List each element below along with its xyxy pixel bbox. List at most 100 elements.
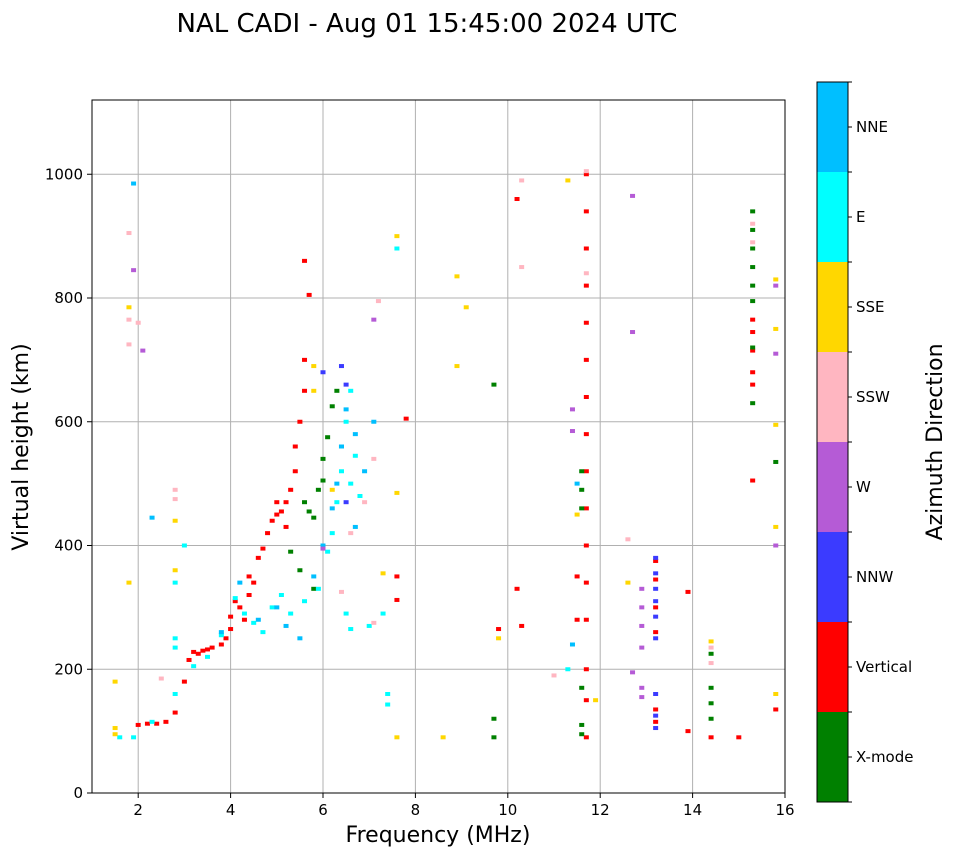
echo-point <box>357 494 363 498</box>
echo-point <box>574 512 580 517</box>
echo-point <box>302 258 308 263</box>
echo-point <box>288 611 294 616</box>
x-tick-label: 2 <box>133 801 143 819</box>
echo-point <box>579 506 585 511</box>
echo-point <box>583 667 589 672</box>
echo-point <box>583 271 589 276</box>
echo-point <box>583 735 589 740</box>
echo-point <box>583 543 589 548</box>
echo-point <box>514 197 520 201</box>
echo-point <box>278 509 284 514</box>
echo-point <box>186 657 192 662</box>
echo-point <box>519 623 525 628</box>
echo-point <box>380 611 386 616</box>
colorbar-category-label: SSW <box>856 388 890 406</box>
echo-point <box>306 292 312 297</box>
plot-area: 2 4 6 8 10 12 14 16 0 200 400 600 800 1000 <box>45 99 795 819</box>
echo-point <box>750 227 756 232</box>
echo-point <box>773 422 779 427</box>
echo-point <box>773 326 779 331</box>
echo-point <box>708 639 714 644</box>
echo-point <box>519 265 525 270</box>
echo-point <box>246 574 252 579</box>
echo-point <box>172 487 178 492</box>
y-axis-ticks: 0 200 400 600 800 1000 <box>45 165 92 802</box>
echo-point <box>149 719 155 724</box>
echo-point <box>514 586 520 591</box>
echo-point <box>371 419 377 424</box>
echo-point <box>343 500 349 505</box>
echo-point <box>583 357 589 362</box>
echo-point <box>329 487 335 492</box>
echo-point <box>218 642 224 647</box>
echo-point <box>117 735 123 740</box>
echo-point <box>112 679 118 684</box>
echo-point <box>348 481 354 486</box>
echo-point <box>269 605 275 610</box>
colorbar-category-label: X-mode <box>856 748 913 766</box>
echo-point <box>131 735 137 740</box>
echo-point <box>394 597 400 602</box>
echo-point <box>773 459 779 464</box>
echo-point <box>750 345 756 350</box>
colorbar-label: Azimuth Direction <box>923 343 948 540</box>
echo-point <box>773 283 779 288</box>
echo-point <box>181 679 187 684</box>
y-axis-label: Virtual height (km) <box>9 343 34 550</box>
echo-point <box>283 623 289 628</box>
echo-point <box>685 589 691 594</box>
echo-point <box>172 518 178 523</box>
x-tick-label: 10 <box>498 801 517 819</box>
echo-point <box>750 370 756 375</box>
series-w <box>131 193 779 700</box>
echo-point <box>237 580 243 585</box>
series-vertical <box>135 172 779 740</box>
echo-point <box>653 726 659 731</box>
echo-point <box>653 605 659 610</box>
echo-point <box>255 555 261 560</box>
echo-point <box>315 487 321 492</box>
echo-point <box>750 265 756 270</box>
echo-point <box>288 549 294 554</box>
echo-point <box>653 707 659 712</box>
echo-point <box>302 388 308 393</box>
echo-point <box>320 546 326 551</box>
echo-point <box>131 268 137 273</box>
colorbar-category-label: SSE <box>856 298 885 316</box>
series-nne <box>131 181 580 647</box>
echo-point <box>320 456 326 461</box>
echo-point <box>385 702 391 707</box>
echo-point <box>232 596 238 601</box>
echo-point <box>496 627 502 632</box>
echo-point <box>348 627 354 632</box>
echo-point <box>302 357 308 362</box>
echo-point <box>274 500 280 505</box>
echo-point <box>154 721 160 726</box>
echo-point <box>172 692 178 696</box>
echo-point <box>311 574 317 579</box>
echo-point <box>334 388 340 393</box>
echo-point <box>583 580 589 585</box>
echo-point <box>246 593 252 597</box>
echo-point <box>639 623 645 628</box>
echo-point <box>329 531 335 536</box>
x-axis-label: Frequency (MHz) <box>346 823 531 848</box>
echo-point <box>519 178 525 183</box>
echo-point <box>228 627 234 632</box>
echo-point <box>491 716 497 721</box>
x-tick-label: 8 <box>411 801 421 819</box>
colorbar-segment <box>817 442 848 532</box>
echo-point <box>140 348 146 353</box>
echo-point <box>112 726 118 731</box>
echo-point <box>630 330 636 335</box>
echo-point <box>380 571 386 576</box>
echo-point <box>362 469 368 474</box>
x-tick-label: 12 <box>591 801 610 819</box>
echo-point <box>278 593 284 597</box>
echo-point <box>292 444 298 449</box>
echo-point <box>750 382 756 387</box>
echo-point <box>306 509 312 514</box>
echo-point <box>320 543 326 548</box>
echo-marks <box>112 169 779 740</box>
echo-point <box>149 515 155 520</box>
